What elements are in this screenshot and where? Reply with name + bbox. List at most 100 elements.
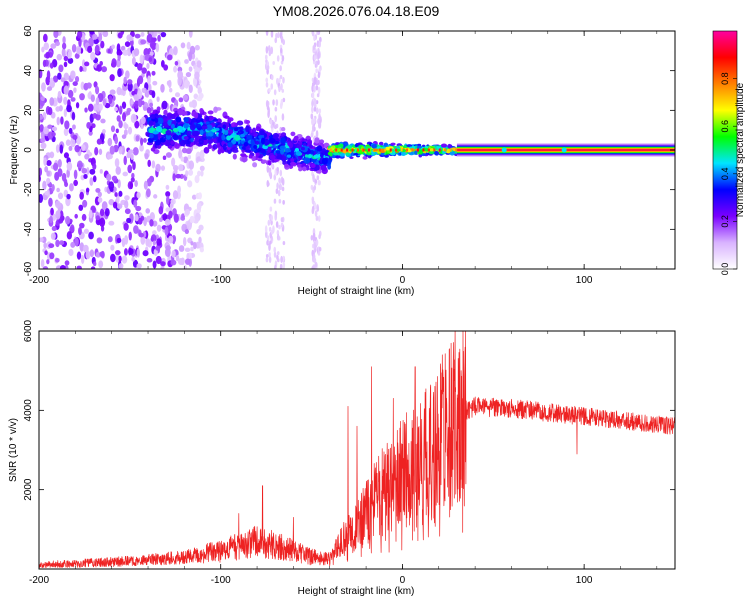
spectrogram-cell xyxy=(98,103,103,111)
spectrogram-cell xyxy=(152,130,159,135)
spectrogram-cell xyxy=(121,134,127,139)
spectrogram-cell xyxy=(268,256,272,263)
spectrogram-cell xyxy=(288,164,294,169)
spectrogram-cell xyxy=(203,147,210,154)
spectrogram-cell xyxy=(51,226,57,232)
spectrogram-cell xyxy=(121,101,127,109)
spectrogram-cell xyxy=(151,160,156,169)
spectrogram-cell xyxy=(122,171,129,177)
spectrogram-cell xyxy=(270,162,274,168)
spectrogram-cell xyxy=(139,54,144,64)
spectrogram-cell xyxy=(270,46,274,55)
convergence-line-segment xyxy=(400,148,403,152)
spectrogram-cell xyxy=(78,204,84,211)
spectrogram-cell xyxy=(252,162,258,168)
spectrogram-cell xyxy=(160,83,165,93)
spectrogram-cell xyxy=(111,44,115,50)
spectrogram-cell xyxy=(124,200,129,209)
spectrogram-cell xyxy=(118,255,122,263)
spectrogram-cell xyxy=(155,255,162,265)
spectrogram-cell xyxy=(40,96,45,102)
spectrogram-cell xyxy=(270,124,274,129)
spectrogram-cell xyxy=(86,121,91,129)
colorbar-tick-label: 0.0 xyxy=(720,263,730,276)
spectrogram-cell xyxy=(157,34,161,42)
spectrogram-cell xyxy=(79,191,84,200)
spectrogram-cell xyxy=(146,62,150,69)
spectrogram-cell xyxy=(147,239,152,248)
spectrogram-cell xyxy=(265,100,269,108)
spectrogram-cell xyxy=(313,98,317,107)
spectrogram-cell xyxy=(362,156,368,160)
spectrogram-cell xyxy=(318,233,321,240)
spectrogram-cell xyxy=(212,138,217,143)
spectrogram-cell xyxy=(130,99,134,105)
spectrogram-cell xyxy=(81,59,86,69)
spectrogram-cell xyxy=(152,240,156,246)
spectrogram-cell xyxy=(72,81,78,87)
spectrogram-cell xyxy=(74,213,78,219)
spectrogram-cell xyxy=(163,64,169,71)
spectrogram-cell xyxy=(84,107,88,113)
spectrogram-cell xyxy=(55,210,61,220)
spectrogram-cell xyxy=(145,208,151,214)
snr-x-tick-label: 100 xyxy=(576,575,593,586)
spectrogram-cell xyxy=(107,48,111,54)
spectrogram-x-ticks: -200 -100 0 100 xyxy=(29,31,658,286)
spectrogram-cell xyxy=(207,131,214,137)
spectrogram-cell xyxy=(110,244,115,251)
spectrogram-cell xyxy=(80,81,85,90)
spectrogram-cell xyxy=(279,184,283,191)
spectrogram-cell xyxy=(307,139,313,145)
spectrogram-cell xyxy=(140,124,144,130)
spectrogram-cell xyxy=(90,266,96,269)
spectrogram-cell xyxy=(164,226,169,236)
spectrogram-cell xyxy=(133,199,138,208)
spectrogram-cell xyxy=(206,124,213,131)
spectrogram-cell xyxy=(317,79,320,85)
convergence-line-segment xyxy=(357,148,359,152)
spectrogram-cell xyxy=(42,59,47,68)
spectrogram-cell xyxy=(303,157,311,164)
spectrogram-cell xyxy=(163,109,168,116)
spectrogram-cell xyxy=(66,168,70,178)
spectrogram-cell xyxy=(134,180,138,187)
spectrogram-cell xyxy=(194,175,200,184)
convergence-line-segment xyxy=(373,148,376,152)
convergence-line-segment xyxy=(329,148,332,152)
spectrogram-cell xyxy=(311,120,315,125)
convergence-line-segment xyxy=(406,148,409,152)
spectrogram-cell xyxy=(115,128,119,134)
spectrogram-cell xyxy=(313,106,317,112)
spectrogram-cell xyxy=(266,240,269,246)
spectrogram-cell xyxy=(143,180,148,190)
spectrogram-cell xyxy=(58,105,63,112)
colorbar-ticks: 0.0 0.2 0.4 0.6 0.8 xyxy=(720,72,737,275)
spectrogram-cell xyxy=(98,260,104,269)
spectrogram-cell xyxy=(222,143,227,151)
spectrogram-cell xyxy=(287,141,292,147)
spectrogram-cell xyxy=(134,214,139,222)
spectrogram-cell xyxy=(59,240,65,246)
spectrogram-cell xyxy=(145,91,150,98)
spectrogram-cell xyxy=(72,124,76,130)
snr-y-tick-label: 4000 xyxy=(23,399,34,422)
spectrogram-cell xyxy=(116,203,123,210)
spectrogram-cell xyxy=(190,246,194,252)
spectrogram-cell xyxy=(293,136,298,142)
spectrogram-cell xyxy=(133,94,139,101)
spectrogram-cell xyxy=(160,265,165,269)
spectrogram-cell xyxy=(280,132,287,137)
spectrogram-cell xyxy=(155,245,161,251)
spectrogram-cell xyxy=(265,77,269,83)
spectrogram-cell xyxy=(123,76,127,85)
spectrogram-cell xyxy=(115,253,120,263)
convergence-line-segment xyxy=(378,148,381,152)
spectrogram-cell xyxy=(227,141,233,148)
spectrogram-cell xyxy=(371,143,378,149)
spectrogram-cell xyxy=(126,152,132,159)
spectrogram-cell xyxy=(173,65,178,73)
spectrogram-cell xyxy=(53,31,59,39)
spectrogram-cell xyxy=(213,118,218,122)
spectrogram-cell xyxy=(396,143,403,147)
